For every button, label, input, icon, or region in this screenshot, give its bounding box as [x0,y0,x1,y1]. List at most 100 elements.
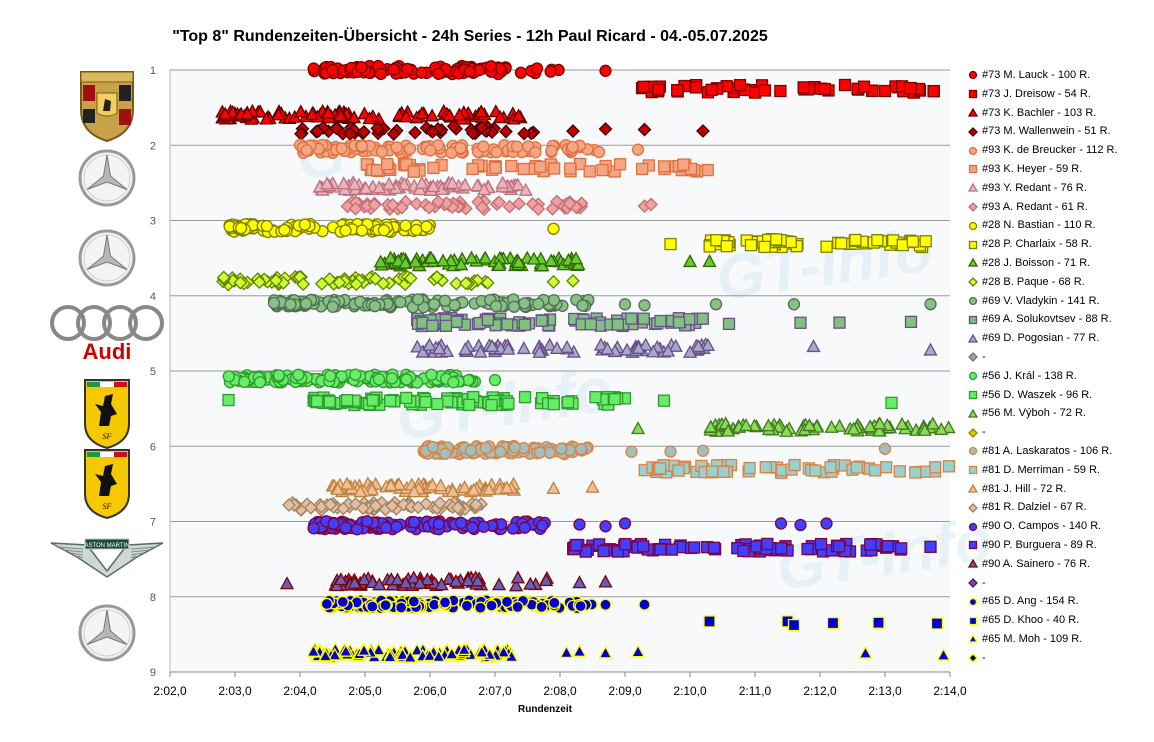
data-point [391,253,406,267]
data-point [717,465,730,478]
data-point [320,597,333,611]
data-point [310,395,324,408]
data-point [367,197,382,212]
legend-item: #73 K. Bachler - 103 R. [966,104,1152,123]
data-point [502,199,517,214]
data-point [720,240,733,253]
data-point [636,162,649,176]
data-point [332,275,347,290]
y-tick-label: 4 [150,291,156,303]
data-point [682,254,698,268]
data-point [444,646,459,660]
data-point [267,296,281,310]
data-point [930,617,944,630]
data-point [488,373,502,387]
legend-marker-icon [968,202,978,212]
legend-item: #69 V. Vladykin - 141 R. [966,292,1152,311]
legend-label: - [982,651,986,664]
data-point [360,515,374,528]
data-point [705,83,718,96]
data-point [218,106,233,120]
data-point [779,423,794,437]
legend-label: #28 B. Paque - 68 R. [982,275,1085,288]
data-point [923,342,938,356]
porsche-logo [80,71,134,143]
data-point [414,106,430,120]
data-point [517,162,530,176]
data-point [318,648,333,662]
data-point [850,461,863,474]
data-point [514,66,528,79]
data-point [450,315,463,328]
data-point [407,165,421,178]
data-point [349,368,362,381]
data-point [425,368,438,381]
data-point [333,108,348,122]
data-point [424,144,437,157]
legend-item: #56 J. Král - 138 R. [966,367,1152,386]
data-point [422,200,437,215]
series-group [215,103,528,125]
data-point [395,601,408,614]
legend-marker-icon [968,126,978,137]
data-point [618,298,632,311]
data-point [358,181,373,195]
data-point [426,440,439,454]
data-point [427,161,440,175]
data-point [871,234,884,247]
data-point [917,422,932,436]
data-point [438,596,452,609]
data-point [339,521,353,534]
series-group [411,311,918,333]
data-point [495,175,510,189]
legend-item: #93 A. Redant - 61 R. [966,198,1152,217]
data-point [364,482,380,496]
data-point [422,337,437,351]
data-point [412,575,427,589]
data-point [638,299,651,312]
data-point [432,517,445,531]
data-point [696,444,710,457]
data-point [327,517,340,530]
data-point [409,196,424,211]
data-point [409,642,425,656]
data-point [400,373,413,386]
data-point [608,393,621,406]
series-group [267,293,937,314]
data-point [465,126,480,141]
data-point [510,570,526,584]
data-point [355,140,369,153]
data-point [759,460,772,474]
x-tick-label: 2:11,0 [739,684,772,698]
data-point [499,124,513,139]
data-point [597,545,610,558]
data-point [481,313,494,327]
data-point [306,643,321,657]
legend-label: #81 D. Merriman - 59 R. [982,463,1100,476]
data-point [598,574,613,588]
legend-label: #56 M. Výboh - 72 R. [982,407,1086,420]
data-point [631,143,645,156]
data-point [688,541,701,554]
series-group [307,59,612,81]
data-point [535,600,548,614]
data-point [878,84,892,98]
data-point [391,477,407,491]
legend-item: #69 A. Solukovtsev - 88 R. [966,310,1152,329]
data-point [310,124,325,139]
data-point [445,484,460,498]
data-point [630,644,646,658]
data-point [468,497,483,512]
legend-label: - [982,426,986,439]
legend-item: #81 J. Hill - 72 R. [966,480,1152,499]
data-point [761,537,774,551]
data-point [324,369,337,383]
data-point [744,239,758,252]
legend-label: - [982,350,986,363]
data-point [502,397,515,410]
legend-item: #28 P. Charlaix - 58 R. [966,235,1152,254]
x-tick-label: 2:08,0 [543,684,577,698]
data-point [377,224,391,237]
data-point [415,344,430,358]
data-point [375,145,389,158]
